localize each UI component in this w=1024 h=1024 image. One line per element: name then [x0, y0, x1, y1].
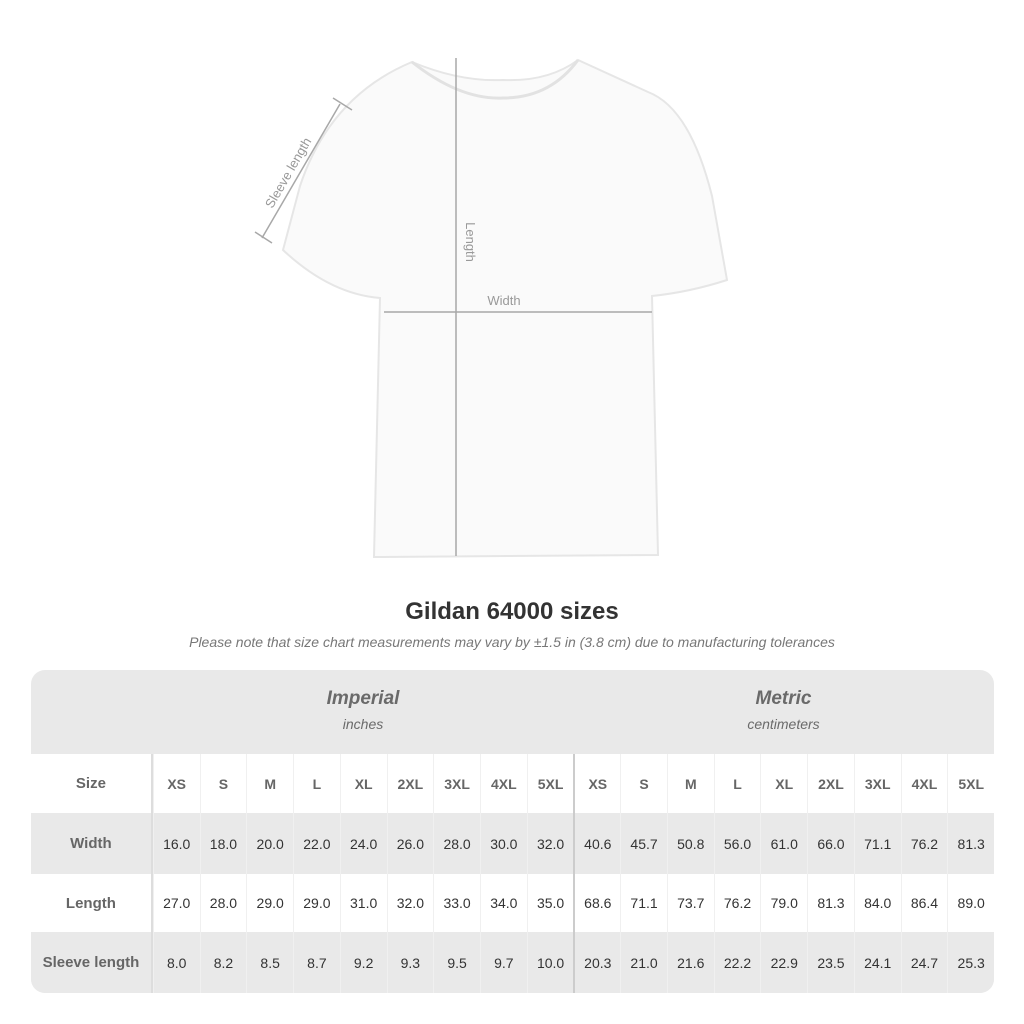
value-cell: 29.0 [293, 874, 340, 932]
value-cell: 45.7 [620, 813, 667, 874]
value-cell: 22.2 [713, 932, 761, 993]
value-cell: 20.0 [246, 813, 293, 874]
value-cell: 22.0 [293, 813, 340, 874]
value-cell: 86.4 [900, 874, 948, 932]
value-cell: 32.0 [386, 874, 434, 932]
value-cell: 21.6 [666, 932, 714, 993]
value-cell: 50.8 [666, 813, 714, 874]
size-table: Imperial inches Metric centimeters Size X… [31, 670, 994, 993]
value-cell: 81.3 [947, 813, 994, 874]
value-cell: 71.1 [853, 813, 901, 874]
value-cell: 24.1 [853, 932, 901, 993]
value-cell: 68.6 [573, 874, 620, 932]
table-row: Sleeve length 8.0 8.2 8.5 8.7 9.2 9.3 9.5 9.7 10.… [31, 932, 994, 993]
value-cell: 23.5 [807, 932, 854, 993]
imperial-header: Imperial inches [153, 670, 573, 754]
value-cell: 18.0 [199, 813, 247, 874]
value-cell: 71.1 [620, 874, 667, 932]
size-cell: 2XL [807, 754, 854, 813]
metric-header: Metric centimeters [573, 670, 994, 754]
value-cell: 27.0 [152, 874, 200, 932]
size-cell: 5XL [526, 754, 574, 813]
value-cell: 32.0 [526, 813, 574, 874]
value-cell: 25.3 [947, 932, 994, 993]
value-cell: 84.0 [853, 874, 901, 932]
value-cell: 8.2 [199, 932, 247, 993]
imperial-unit: inches [342, 716, 384, 732]
row-label: Width [31, 813, 153, 874]
size-cell: 4XL [900, 754, 948, 813]
size-cell: XL [339, 754, 387, 813]
size-cell: XL [760, 754, 807, 813]
value-cell: 81.3 [807, 874, 854, 932]
value-cell: 28.0 [433, 813, 480, 874]
value-cell: 26.0 [386, 813, 434, 874]
length-label: Length [463, 222, 478, 262]
value-cell: 76.2 [713, 874, 761, 932]
size-cell: XS [152, 754, 200, 813]
value-cell: 56.0 [713, 813, 761, 874]
size-header-row: Size XS S M L XL 2XL 3XL 4XL 5XL XS S M L XL 2XL 3XL 4XL 5… [31, 754, 994, 813]
value-cell: 40.6 [573, 813, 620, 874]
value-cell: 9.5 [433, 932, 480, 993]
tshirt-image [281, 58, 729, 559]
size-cell: XS [573, 754, 620, 813]
size-cell: L [293, 754, 340, 813]
tolerance-note: Please note that size chart measurements… [189, 634, 835, 650]
value-cell: 16.0 [152, 813, 200, 874]
value-cell: 76.2 [900, 813, 948, 874]
page-title: Gildan 64000 sizes [405, 598, 619, 625]
imperial-title: Imperial [326, 688, 400, 709]
value-cell: 66.0 [807, 813, 854, 874]
size-cell: 2XL [386, 754, 434, 813]
value-cell: 35.0 [526, 874, 574, 932]
metric-title: Metric [755, 688, 812, 709]
row-label: Sleeve length [31, 932, 153, 993]
size-cell: M [666, 754, 714, 813]
value-cell: 9.7 [479, 932, 527, 993]
value-cell: 8.5 [246, 932, 293, 993]
value-cell: 10.0 [526, 932, 574, 993]
size-cell: 4XL [479, 754, 527, 813]
value-cell: 20.3 [573, 932, 620, 993]
sleeve-arrow [261, 103, 341, 239]
value-cell: 9.2 [339, 932, 387, 993]
size-cell: M [246, 754, 293, 813]
size-cell: L [713, 754, 761, 813]
size-cell: S [199, 754, 247, 813]
row-label: Size [31, 754, 153, 813]
metric-unit: centimeters [747, 716, 820, 732]
value-cell: 24.7 [900, 932, 948, 993]
value-cell: 29.0 [246, 874, 293, 932]
value-cell: 31.0 [339, 874, 387, 932]
value-cell: 33.0 [433, 874, 480, 932]
value-cell: 28.0 [199, 874, 247, 932]
value-cell: 34.0 [479, 874, 527, 932]
value-cell: 79.0 [760, 874, 807, 932]
value-cell: 8.7 [293, 932, 340, 993]
value-cell: 24.0 [339, 813, 387, 874]
value-cell: 89.0 [947, 874, 994, 932]
table-row: Width 16.0 18.0 20.0 22.0 24.0 26.0 28.0 30.0 32.… [31, 813, 994, 874]
value-cell: 8.0 [152, 932, 200, 993]
row-label: Length [31, 874, 153, 932]
value-cell: 30.0 [479, 813, 527, 874]
value-cell: 73.7 [666, 874, 714, 932]
width-label: Width [487, 293, 520, 308]
value-cell: 61.0 [760, 813, 807, 874]
size-cell: 3XL [853, 754, 901, 813]
value-cell: 21.0 [620, 932, 667, 993]
size-cell: 3XL [433, 754, 480, 813]
table-row: Length 27.0 28.0 29.0 29.0 31.0 32.0 33.0 34.0 35… [31, 874, 994, 932]
size-cell: 5XL [947, 754, 994, 813]
tshirt-diagram: Sleeve length Length Width [254, 58, 729, 559]
value-cell: 22.9 [760, 932, 807, 993]
value-cell: 9.3 [386, 932, 434, 993]
size-cell: S [620, 754, 667, 813]
